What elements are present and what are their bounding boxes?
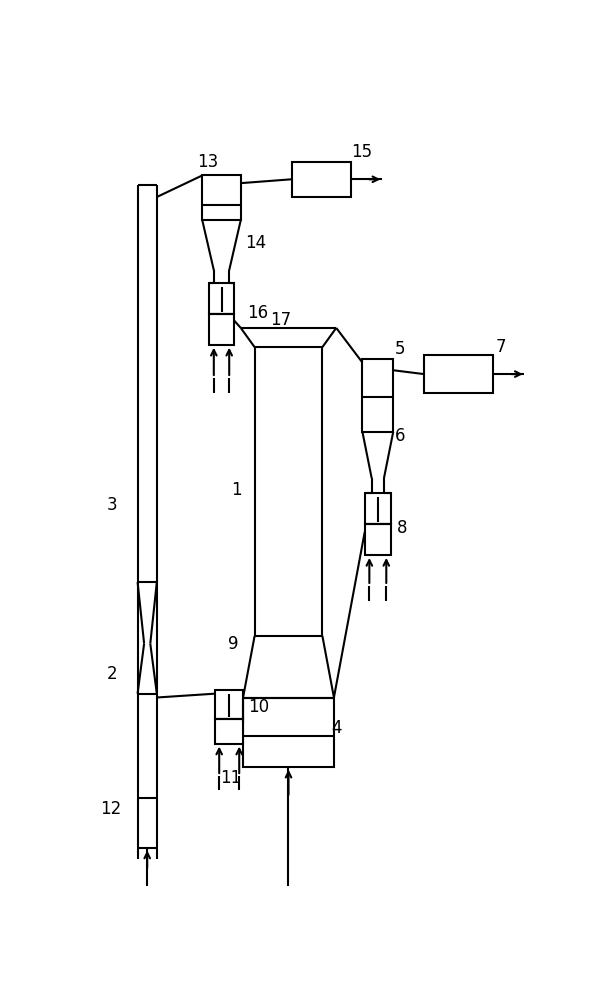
Text: 5: 5 xyxy=(395,340,406,358)
Bar xyxy=(209,283,234,314)
Text: 17: 17 xyxy=(270,311,291,329)
Text: 1: 1 xyxy=(232,481,242,499)
Text: 16: 16 xyxy=(247,304,268,322)
Bar xyxy=(202,175,241,220)
Bar xyxy=(215,690,243,719)
Text: 9: 9 xyxy=(227,635,238,653)
Text: 11: 11 xyxy=(220,769,241,787)
Text: 15: 15 xyxy=(351,143,372,161)
Text: 12: 12 xyxy=(100,800,122,818)
Text: 4: 4 xyxy=(331,719,342,737)
Bar xyxy=(362,359,393,432)
Text: 6: 6 xyxy=(395,427,406,445)
Bar xyxy=(215,719,243,744)
Text: 14: 14 xyxy=(246,234,266,252)
Text: 2: 2 xyxy=(107,665,117,683)
Bar xyxy=(365,524,391,555)
Bar xyxy=(243,698,334,767)
Bar xyxy=(255,347,322,636)
Bar xyxy=(209,314,234,345)
Bar xyxy=(424,355,493,393)
Bar xyxy=(292,162,351,197)
Bar xyxy=(365,493,391,524)
Text: 7: 7 xyxy=(496,338,506,356)
Text: 8: 8 xyxy=(397,519,407,537)
Text: 3: 3 xyxy=(107,496,117,514)
Text: 13: 13 xyxy=(197,153,218,171)
Text: 10: 10 xyxy=(249,698,269,716)
